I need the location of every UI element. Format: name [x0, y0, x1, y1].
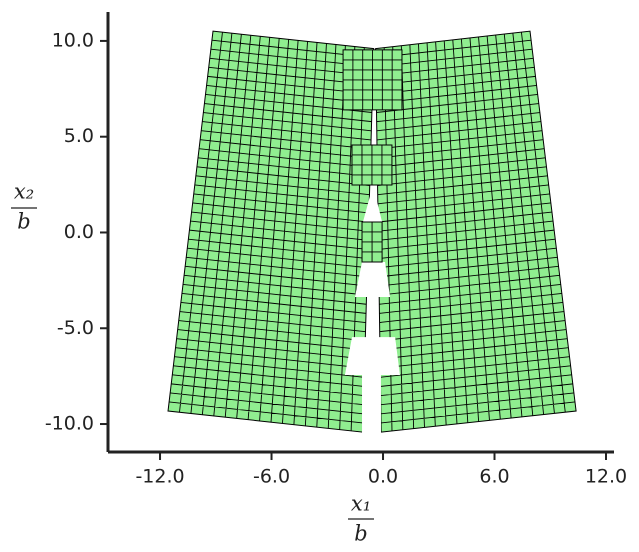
mesh-gap — [354, 261, 391, 298]
mesh-patch-grid — [169, 32, 374, 431]
y-tick-label: 10.0 — [52, 29, 94, 51]
y-label-numerator: x₂ — [14, 180, 34, 204]
y-label-denominator: b — [17, 210, 30, 234]
y-tick-label: 5.0 — [64, 125, 94, 147]
mesh-overlay-grid — [351, 144, 392, 185]
x-label-denominator: b — [354, 522, 367, 546]
x-tick-label: -6.0 — [253, 466, 290, 488]
y-tick-label: -5.0 — [57, 317, 94, 339]
mesh-patch-grid — [375, 32, 576, 431]
y-tick-label: 0.0 — [64, 221, 94, 243]
mesh-overlay-grid — [362, 221, 383, 262]
y-tick-label: -10.0 — [45, 413, 94, 435]
x-tick-label: 6.0 — [479, 466, 509, 488]
x-tick-label: 0.0 — [368, 466, 398, 488]
mesh-gap — [362, 184, 383, 222]
mesh-gap — [344, 337, 400, 436]
mesh-overlay-grid — [343, 49, 402, 110]
x-tick-label: 12.0 — [585, 466, 627, 488]
x-label-numerator: x₁ — [351, 492, 371, 516]
x-tick-label: -12.0 — [135, 466, 184, 488]
